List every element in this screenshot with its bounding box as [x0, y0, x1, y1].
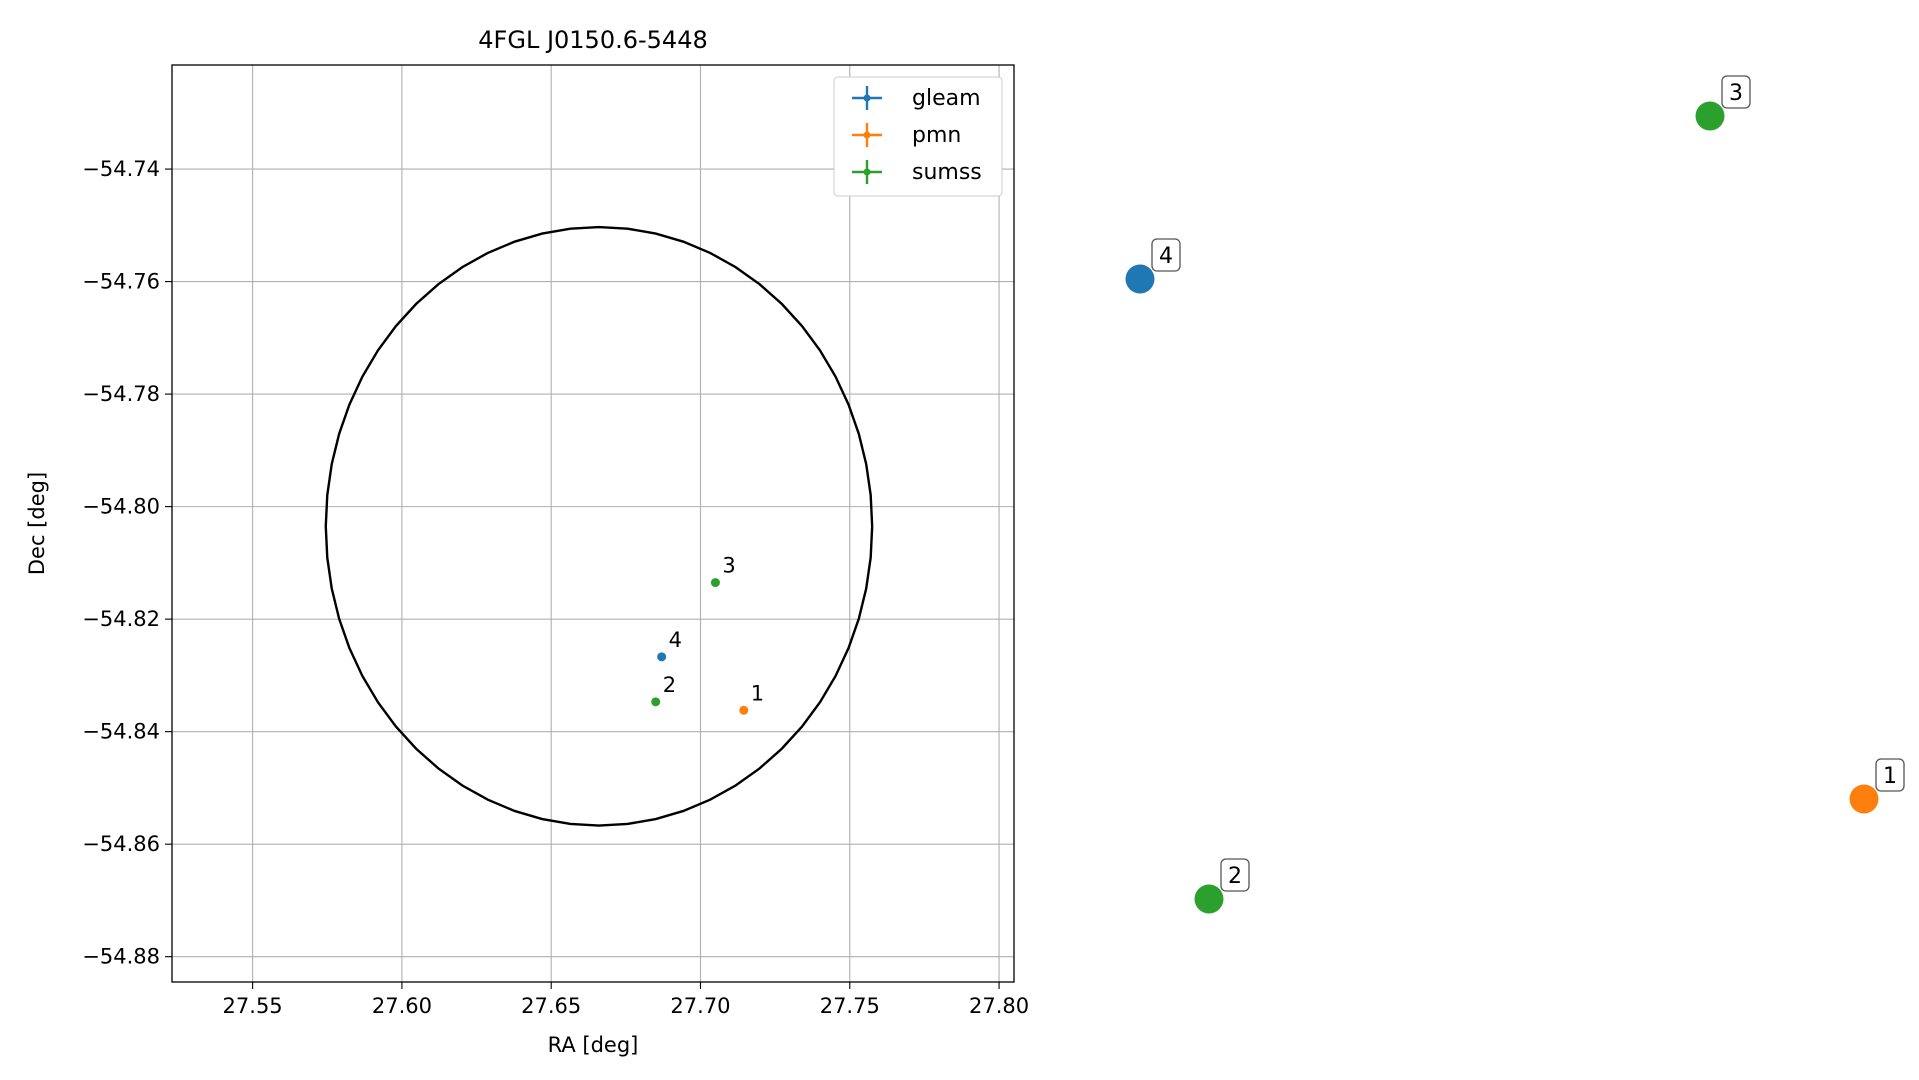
side-marker-label: 3	[1729, 81, 1743, 106]
y-tick-label: −54.80	[82, 495, 160, 519]
y-tick-label: −54.84	[82, 720, 160, 744]
y-tick-label: −54.86	[82, 832, 160, 856]
marker-sumss	[710, 578, 720, 588]
y-tick-label: −54.78	[82, 382, 160, 406]
side-marker	[1695, 101, 1725, 131]
chart-title: 4FGL J0150.6-5448	[478, 26, 707, 54]
marker-label: 1	[751, 681, 764, 705]
x-tick-label: 27.75	[820, 994, 880, 1018]
side-marker-label-box	[1875, 758, 1905, 792]
side-marker-label-box	[1151, 238, 1181, 272]
marker-label: 2	[663, 673, 676, 697]
axes-frame	[171, 64, 1015, 983]
side-marker-label-box	[1721, 75, 1751, 109]
x-tick-label: 27.65	[521, 994, 581, 1018]
y-tick-label: −54.82	[82, 607, 160, 631]
marker-label: 3	[722, 554, 735, 578]
x-axis-ticks: 27.55 27.60 27.65 27.70 27.75 27.80	[223, 982, 1029, 1018]
source-markers: 4 1 2 3	[651, 554, 764, 715]
y-tick-label: −54.76	[82, 270, 160, 294]
error-ellipse	[324, 225, 874, 827]
marker-sumss	[651, 697, 661, 707]
y-tick-label: −54.74	[82, 157, 160, 181]
side-panel-markers: 4 3 1 2	[1125, 75, 1905, 914]
side-marker	[1849, 784, 1879, 814]
side-marker-label-box	[1220, 858, 1250, 892]
legend-box	[833, 76, 1003, 197]
y-axis-label: Dec [deg]	[25, 472, 49, 575]
marker-pmn	[739, 705, 749, 715]
error-ellipse-layer	[324, 225, 874, 827]
y-axis-ticks: −54.74 −54.76 −54.78 −54.80 −54.82 −54.84 −54.…	[82, 157, 172, 969]
side-marker-label: 4	[1159, 244, 1173, 269]
side-marker-label: 2	[1228, 864, 1242, 889]
side-marker	[1125, 264, 1155, 294]
side-marker-label: 1	[1883, 764, 1897, 789]
legend-swatch	[863, 94, 871, 102]
side-marker	[1194, 884, 1224, 914]
x-tick-label: 27.60	[372, 994, 432, 1018]
x-axis-label: RA [deg]	[548, 1033, 639, 1057]
legend-entry-gleam: gleam	[912, 86, 981, 111]
x-tick-label: 27.70	[670, 994, 730, 1018]
legend-entry-pmn: pmn	[912, 123, 961, 148]
legend: gleam pmn sumss	[833, 76, 1003, 197]
y-tick-label: −54.88	[82, 945, 160, 969]
marker-label: 4	[669, 628, 682, 652]
legend-swatch	[863, 168, 871, 176]
grid-lines	[172, 65, 1014, 982]
marker-gleam	[657, 652, 667, 662]
legend-entry-sumss: sumss	[912, 160, 982, 185]
x-tick-label: 27.80	[969, 994, 1029, 1018]
legend-swatch	[863, 131, 871, 139]
x-tick-label: 27.55	[223, 994, 283, 1018]
